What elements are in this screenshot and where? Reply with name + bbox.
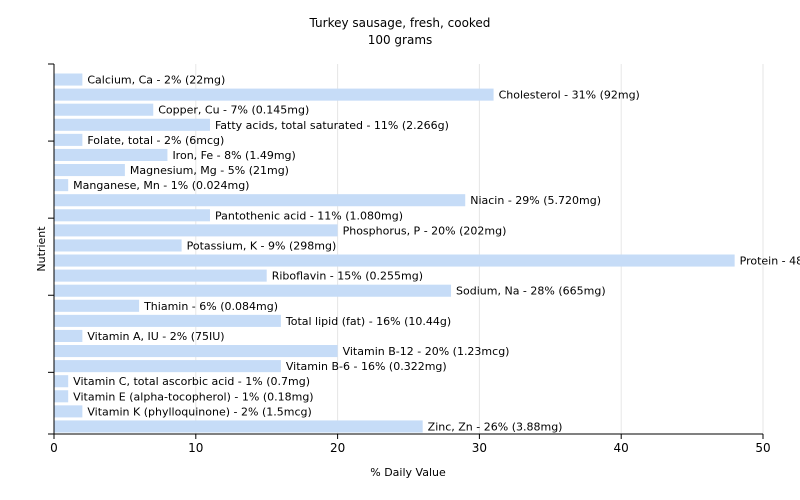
bar-label: Thiamin - 6% (0.084mg) (143, 300, 278, 313)
bar-label: Pantothenic acid - 11% (1.080mg) (215, 209, 403, 222)
bars: Calcium, Ca - 2% (22mg) Cholesterol - 31%… (54, 73, 800, 433)
bar (54, 284, 452, 297)
x-axis-label: % Daily Value (370, 466, 446, 479)
bar (54, 254, 735, 267)
bar-label: Riboflavin - 15% (0.255mg) (272, 270, 423, 283)
bar (54, 103, 154, 116)
bar (54, 148, 168, 161)
bar (54, 209, 210, 222)
bar-label: Phosphorus, P - 20% (202mg) (343, 224, 507, 237)
bar-label: Niacin - 29% (5.720mg) (470, 194, 601, 207)
bar (54, 360, 281, 373)
bar-label: Potassium, K - 9% (298mg) (187, 239, 337, 252)
bar (54, 194, 466, 207)
x-tick-label: 30 (472, 441, 487, 455)
bar (54, 269, 267, 282)
bar-label: Vitamin K (phylloquinone) - 2% (1.5mcg) (87, 405, 311, 418)
bar (54, 405, 83, 418)
x-tick-label: 10 (188, 441, 203, 455)
bar-label: Iron, Fe - 8% (1.49mg) (172, 149, 295, 162)
x-tick-label: 0 (50, 441, 58, 455)
bar-label: Vitamin E (alpha-tocopherol) - 1% (0.18m… (73, 390, 313, 403)
chart-title: Turkey sausage, fresh, cooked (309, 16, 491, 30)
y-axis-label: Nutrient (35, 226, 48, 272)
bar (54, 390, 69, 403)
bar-label: Total lipid (fat) - 16% (10.44g) (285, 315, 451, 328)
bar-label: Cholesterol - 31% (92mg) (499, 89, 640, 102)
axes: 0 10 20 30 40 50 (48, 63, 771, 455)
bar (54, 239, 182, 252)
bar (54, 375, 69, 388)
x-tick-label: 50 (755, 441, 770, 455)
x-tick-label: 40 (614, 441, 629, 455)
bar (54, 420, 423, 433)
x-tick-label: 20 (330, 441, 345, 455)
bar-label: Vitamin B-12 - 20% (1.23mcg) (343, 345, 510, 358)
bar (54, 133, 83, 146)
bar (54, 73, 83, 86)
bar (54, 329, 83, 342)
bar (54, 299, 140, 312)
bar-label: Zinc, Zn - 26% (3.88mg) (428, 420, 563, 433)
bar (54, 314, 281, 327)
bar-label: Vitamin A, IU - 2% (75IU) (87, 330, 224, 343)
bar-label: Vitamin B-6 - 16% (0.322mg) (286, 360, 447, 373)
bar (54, 164, 125, 177)
gridlines (195, 64, 764, 434)
bar-label: Copper, Cu - 7% (0.145mg) (158, 104, 309, 117)
bar-label: Magnesium, Mg - 5% (21mg) (130, 164, 289, 177)
bar-label: Protein - 48% (23.89g) (740, 255, 800, 268)
bar-label: Manganese, Mn - 1% (0.024mg) (73, 179, 249, 192)
bar-label: Folate, total - 2% (6mcg) (87, 134, 224, 147)
bar-label: Sodium, Na - 28% (665mg) (456, 285, 606, 298)
bar-label: Calcium, Ca - 2% (22mg) (87, 74, 225, 87)
bar-label: Fatty acids, total saturated - 11% (2.26… (215, 119, 449, 132)
bar (54, 118, 210, 131)
bar (54, 345, 338, 358)
bar (54, 179, 69, 192)
bar (54, 88, 494, 101)
chart-subtitle: 100 grams (368, 33, 433, 47)
bar (54, 224, 338, 237)
bar-label: Vitamin C, total ascorbic acid - 1% (0.7… (73, 375, 310, 388)
